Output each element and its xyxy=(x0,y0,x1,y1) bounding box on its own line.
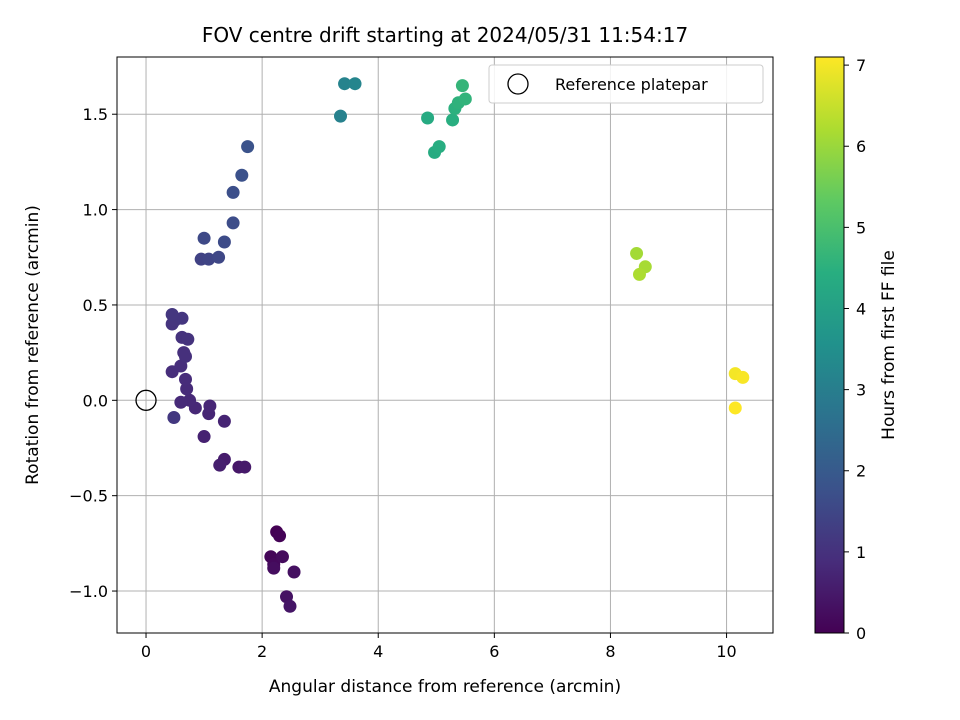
data-points xyxy=(165,77,750,613)
data-point xyxy=(165,307,179,321)
x-tick-label: 8 xyxy=(605,642,615,661)
legend-open-circle-icon xyxy=(507,73,529,95)
y-tick-label: 0.5 xyxy=(83,296,108,315)
colorbar-tick-label: 5 xyxy=(856,218,866,237)
y-tick-label: 0.0 xyxy=(83,391,108,410)
legend: Reference platepar xyxy=(488,64,764,104)
data-point xyxy=(338,77,352,91)
y-axis-ticks: −1.0 −0.5 0.0 0.5 1.0 1.5 xyxy=(69,105,117,601)
legend-label: Reference platepar xyxy=(555,75,708,94)
data-point xyxy=(177,346,191,360)
data-point xyxy=(226,185,240,199)
data-point xyxy=(238,460,252,474)
data-point xyxy=(632,267,646,281)
data-point xyxy=(213,458,227,472)
data-point xyxy=(226,216,240,230)
data-point xyxy=(203,399,217,413)
y-tick-label: −0.5 xyxy=(69,487,108,506)
colorbar-tick-label: 3 xyxy=(856,381,866,400)
x-axis-label: Angular distance from reference (arcmin) xyxy=(269,677,621,697)
data-point xyxy=(217,414,231,428)
data-point xyxy=(630,246,644,260)
reference-platepar-marker xyxy=(135,389,157,411)
x-tick-label: 0 xyxy=(141,642,151,661)
colorbar-tick-label: 0 xyxy=(856,624,866,643)
data-point xyxy=(458,92,472,106)
y-tick-label: 1.5 xyxy=(83,105,108,124)
data-point xyxy=(455,79,469,93)
data-point xyxy=(241,140,255,154)
colorbar-tick-label: 6 xyxy=(856,137,866,156)
colorbar: 0 1 2 3 4 5 6 7 Hours from first FF file xyxy=(814,56,899,643)
y-tick-label: −1.0 xyxy=(69,582,108,601)
colorbar-ticks: 0 1 2 3 4 5 6 7 xyxy=(844,56,866,643)
grid-lines xyxy=(117,57,773,633)
data-point xyxy=(175,311,189,325)
reference-marker-group xyxy=(135,389,157,411)
colorbar-tick-label: 1 xyxy=(856,543,866,562)
x-tick-label: 6 xyxy=(489,642,499,661)
data-point xyxy=(180,382,194,396)
data-point xyxy=(287,565,301,579)
data-point xyxy=(432,140,446,154)
x-tick-label: 10 xyxy=(716,642,736,661)
data-point xyxy=(181,332,195,346)
colorbar-label: Hours from first FF file xyxy=(879,250,899,440)
colorbar-tick-label: 4 xyxy=(856,299,866,318)
data-point xyxy=(267,561,281,575)
x-tick-label: 2 xyxy=(257,642,267,661)
data-point xyxy=(728,401,742,415)
data-point xyxy=(197,231,211,245)
colorbar-tick-label: 2 xyxy=(856,462,866,481)
data-point xyxy=(736,370,750,384)
legend-box xyxy=(488,64,764,104)
colorbar-tick-label: 7 xyxy=(856,56,866,75)
data-point xyxy=(174,395,188,409)
data-point xyxy=(197,430,211,444)
data-point xyxy=(179,372,193,386)
data-point xyxy=(275,550,289,564)
plot-frame xyxy=(116,56,774,634)
data-point xyxy=(348,77,362,91)
data-point xyxy=(421,111,435,125)
data-point xyxy=(235,168,249,182)
data-point xyxy=(212,250,226,264)
x-axis-ticks: 0 2 4 6 8 10 xyxy=(141,633,737,661)
data-point xyxy=(202,252,216,266)
colorbar-gradient xyxy=(814,56,845,634)
chart-title: FOV centre drift starting at 2024/05/31 … xyxy=(202,23,688,47)
data-point xyxy=(334,109,348,123)
data-point xyxy=(167,410,181,424)
data-point xyxy=(217,235,231,249)
data-point xyxy=(273,529,287,543)
x-tick-label: 4 xyxy=(373,642,383,661)
y-tick-label: 1.0 xyxy=(83,201,108,220)
data-point xyxy=(446,113,460,127)
data-point xyxy=(283,599,297,613)
y-axis-label: Rotation from reference (arcmin) xyxy=(23,205,43,485)
